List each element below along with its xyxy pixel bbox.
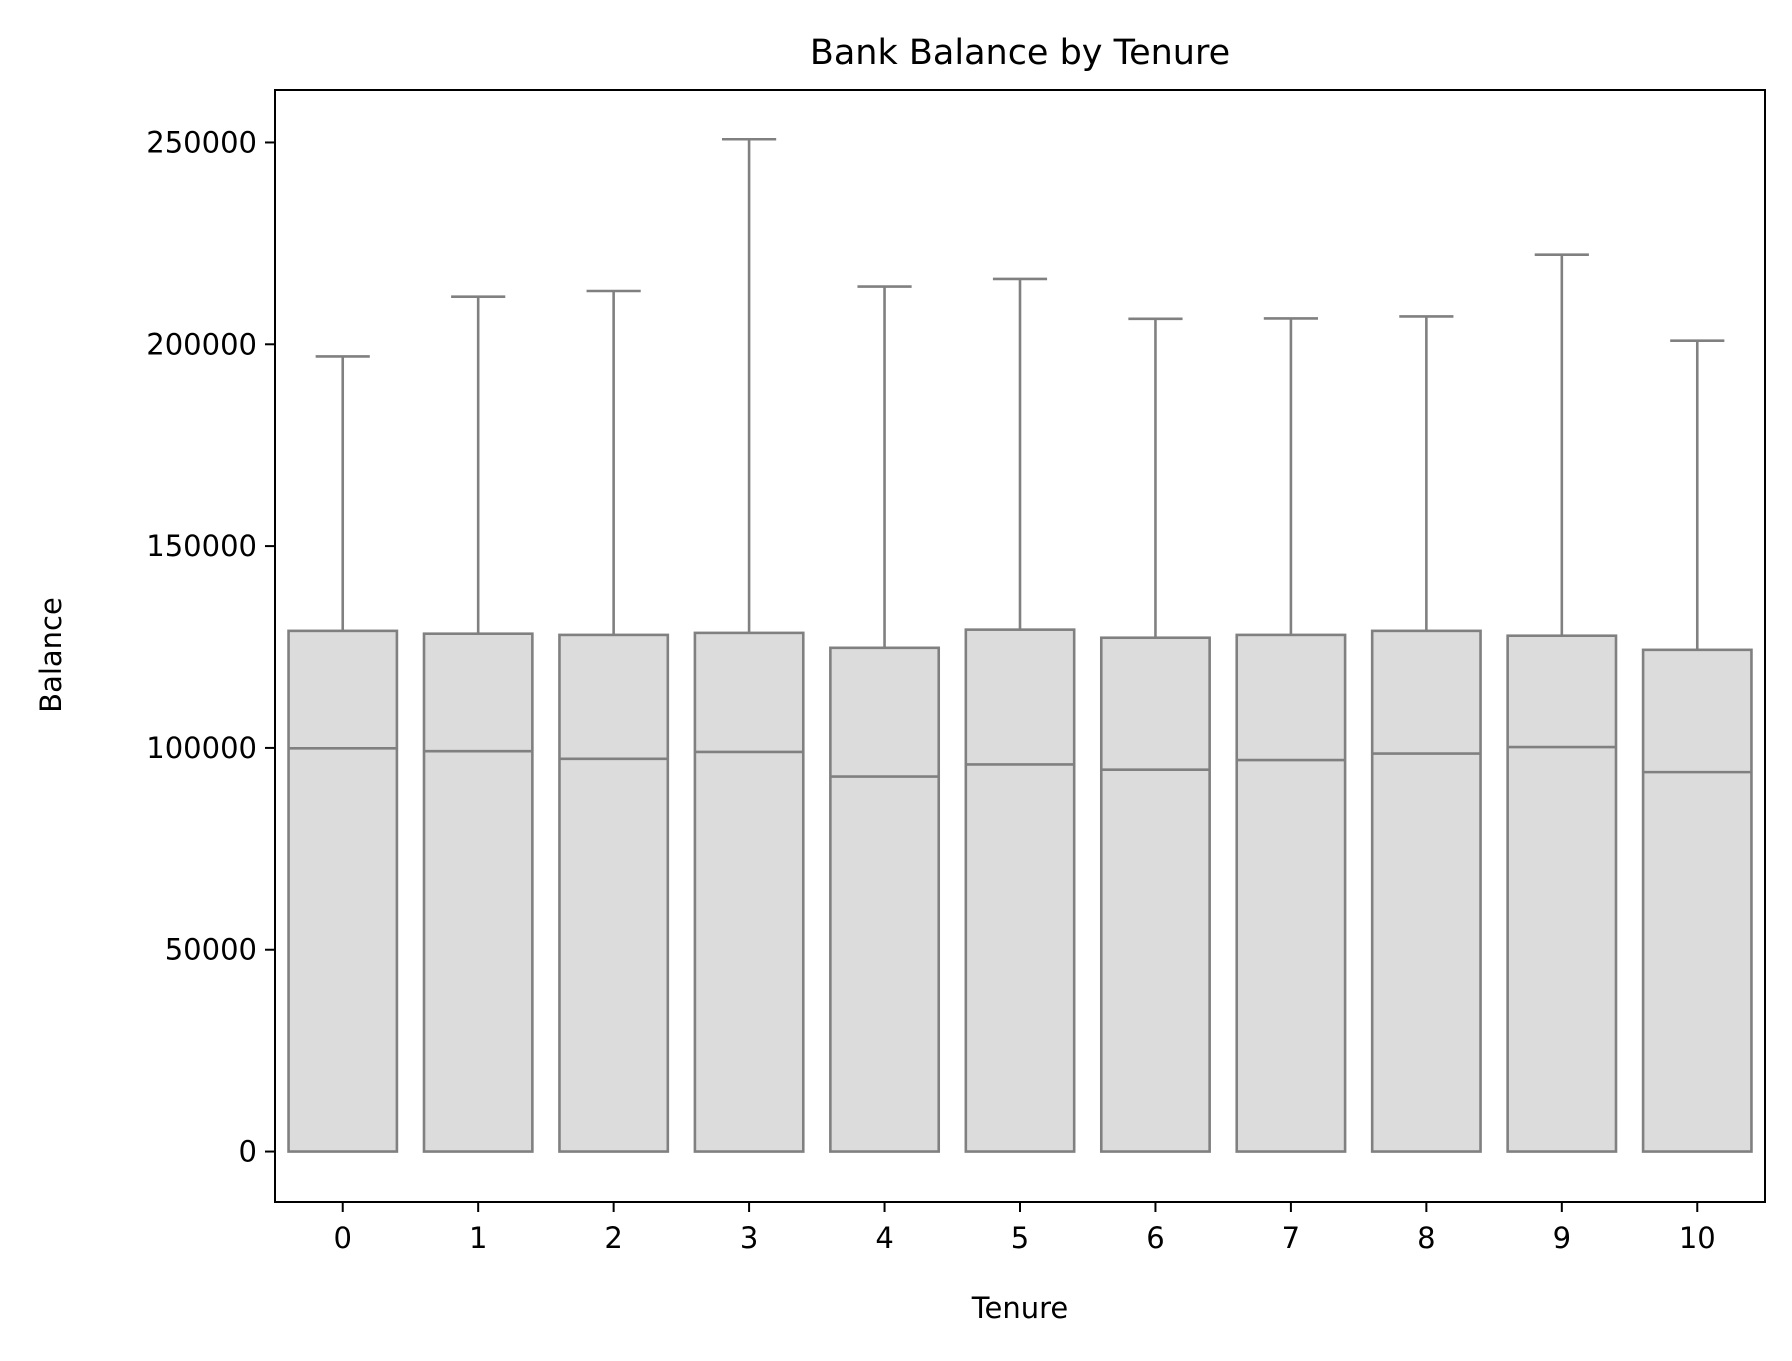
y-tick-label: 150000 [146,529,257,563]
box-group-9 [1506,253,1618,1153]
box-group-2 [558,289,670,1153]
x-axis-title: Tenure [971,1291,1069,1325]
x-tick-label: 9 [1553,1221,1571,1255]
x-tick-label: 10 [1679,1221,1716,1255]
x-tick-label: 3 [740,1221,758,1255]
box [1641,648,1753,1153]
y-tick-label: 250000 [146,125,257,159]
box-group-5 [964,277,1076,1153]
box-group-4 [829,285,941,1153]
x-axis: 0 1 2 3 4 5 6 7 8 9 10 [334,1202,1716,1255]
box-group-10 [1641,339,1753,1153]
x-tick-label: 8 [1417,1221,1435,1255]
chart-title: Bank Balance by Tenure [810,33,1230,73]
x-tick-label: 1 [469,1221,487,1255]
box-group-0 [287,355,399,1153]
x-tick-label: 5 [1011,1221,1029,1255]
box-group-7 [1235,317,1347,1153]
box [829,646,941,1153]
box [422,632,534,1153]
box [1099,636,1211,1153]
box [693,631,805,1153]
box [1235,633,1347,1153]
box [964,628,1076,1153]
box [558,633,670,1153]
x-tick-label: 4 [875,1221,893,1255]
box-group-6 [1099,317,1211,1153]
y-axis-title: Balance [34,597,68,713]
y-tick-label: 200000 [146,327,257,361]
box [1506,634,1618,1153]
x-tick-label: 6 [1146,1221,1164,1255]
box-group-8 [1370,315,1482,1153]
y-axis: 0 50000 100000 150000 200000 250000 [146,125,275,1169]
x-tick-label: 7 [1282,1221,1300,1255]
y-tick-label: 50000 [165,933,257,967]
box-group-1 [422,295,534,1153]
y-tick-label: 0 [239,1135,257,1169]
box [287,629,399,1153]
box [1370,629,1482,1153]
box-group-3 [693,137,805,1153]
y-tick-label: 100000 [146,731,257,765]
x-tick-label: 0 [334,1221,352,1255]
x-tick-label: 2 [604,1221,622,1255]
plot-area [274,89,1766,1203]
